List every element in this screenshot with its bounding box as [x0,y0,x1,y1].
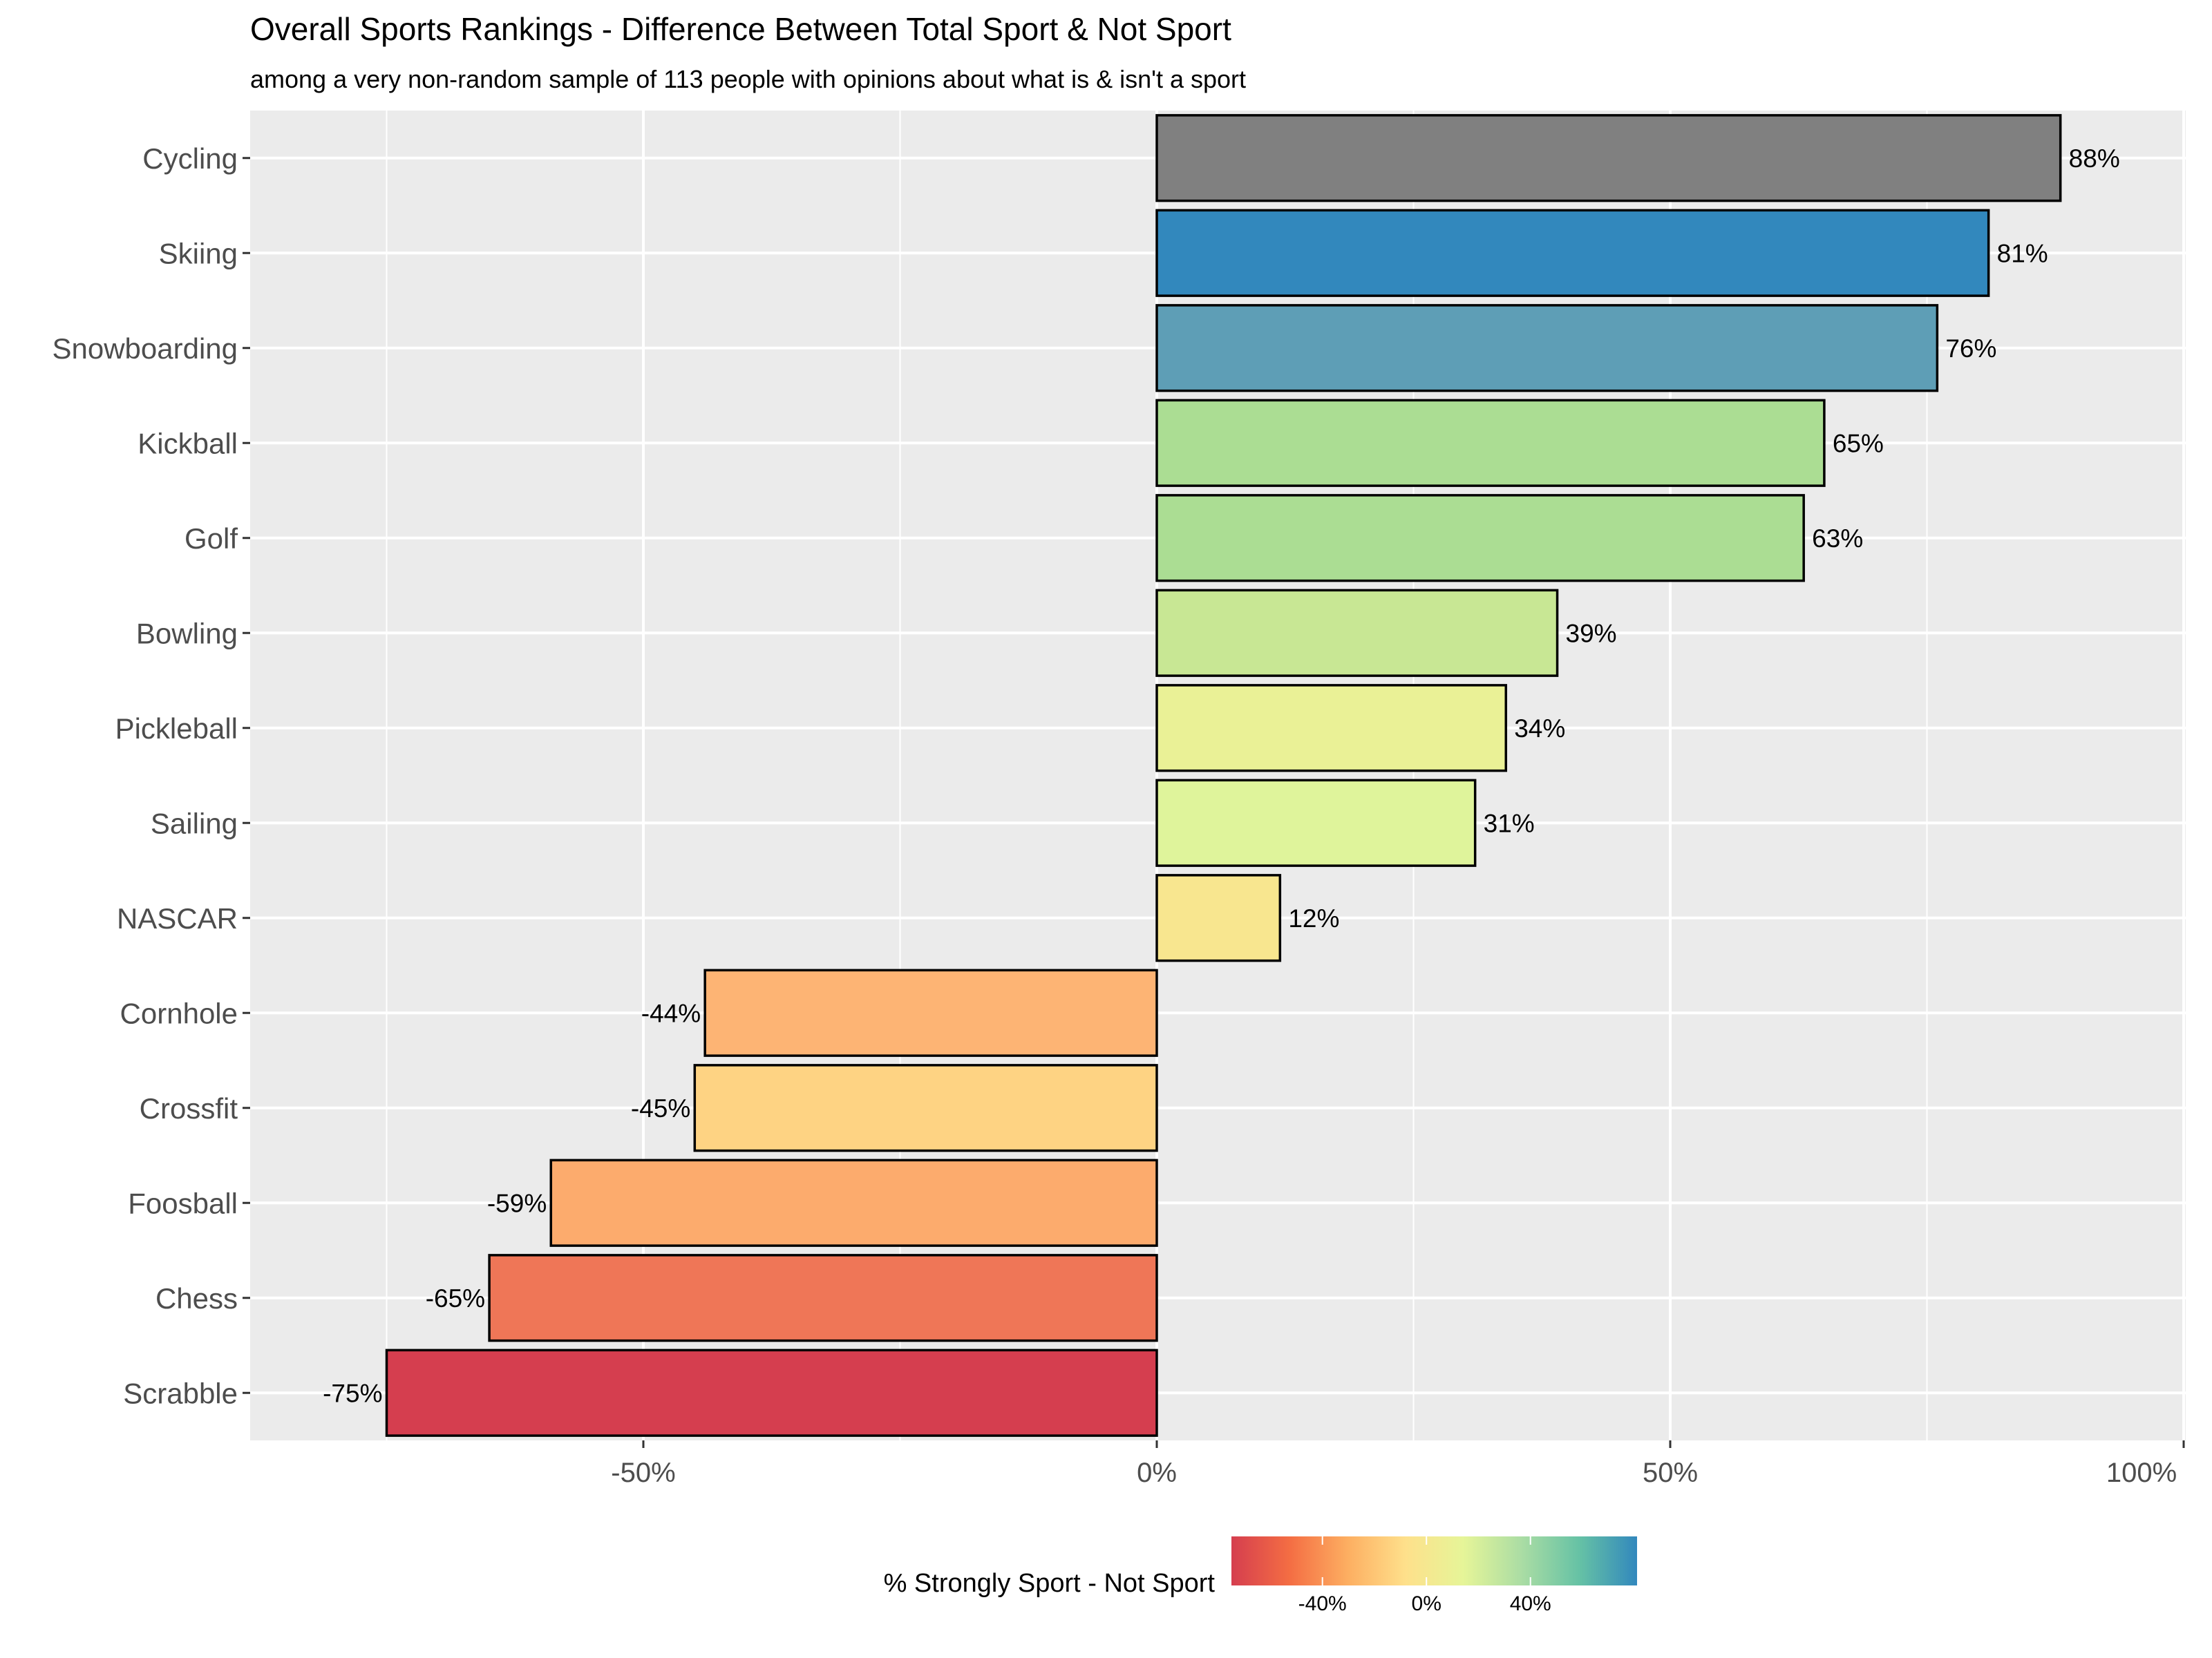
data-labels: 88% 81% 76% 65% 63% 39% 34% 31% 12% -44% -45% -59% -… [323,144,2120,1408]
chart-title: Overall Sports Rankings - Difference Bet… [250,11,1231,47]
bar-scrabble [385,1349,1158,1437]
legend-title: % Strongly Sport - Not Sport [884,1569,1216,1598]
data-label-pickleball: 34% [1514,714,1565,743]
y-axis: Cycling Skiing Snowboarding Kickball Golf Bow… [52,142,250,1409]
category-label-pickleball: Pickleball [115,712,238,745]
x-tick-label: -50% [611,1458,675,1488]
category-label-golf: Golf [185,522,238,555]
bar-snowboarding [1155,304,1939,392]
category-label-bowling: Bowling [136,617,238,649]
data-label-kickball: 65% [1833,429,1884,457]
data-label-nascar: 12% [1288,904,1339,933]
data-label-crossfit: -45% [631,1094,690,1123]
bar-bowling [1155,589,1559,677]
legend-colorbar [1231,1536,1637,1585]
category-label-nascar: NASCAR [117,902,238,935]
category-label-kickball: Kickball [138,427,238,459]
legend-tick-label: 40% [1510,1592,1551,1615]
bar-crossfit [693,1064,1158,1152]
bar-chess [488,1254,1158,1342]
legend-tick-label: 0% [1412,1592,1441,1615]
data-label-snowboarding: 76% [1945,334,1996,363]
bar-cornhole [703,969,1158,1057]
data-label-golf: 63% [1812,524,1863,553]
data-label-bowling: 39% [1566,619,1617,647]
category-label-cycling: Cycling [142,142,238,175]
bar-kickball [1155,399,1826,487]
bar-skiing [1155,209,1990,297]
x-tick-label: 50% [1643,1458,1698,1488]
category-label-foosball: Foosball [128,1187,238,1219]
x-axis: -50% 0% 50% 100% [611,1440,2185,1488]
bar-sailing [1155,779,1477,867]
bar-golf [1155,494,1805,582]
chart-subtitle: among a very non-random sample of 113 pe… [250,65,1246,93]
category-label-sailing: Sailing [151,807,238,839]
legend: % Strongly Sport - Not Sport -40% 0% 40% [884,1536,1637,1615]
category-label-chess: Chess [155,1282,238,1315]
category-label-crossfit: Crossfit [140,1092,238,1125]
data-label-sailing: 31% [1484,809,1535,837]
bar-foosball [549,1159,1158,1247]
data-label-chess: -65% [426,1284,485,1313]
x-tick-label: 100% [2106,1458,2177,1488]
data-label-foosball: -59% [487,1189,547,1217]
data-label-cycling: 88% [2069,144,2120,173]
category-label-skiing: Skiing [159,237,238,269]
category-label-scrabble: Scrabble [123,1377,238,1409]
category-label-cornhole: Cornhole [120,997,238,1029]
bar-pickleball [1155,684,1507,772]
category-label-snowboarding: Snowboarding [52,332,238,365]
bar-nascar [1155,874,1282,962]
data-label-cornhole: -44% [641,999,701,1027]
bars [385,114,2062,1437]
data-label-scrabble: -75% [323,1379,382,1407]
legend-tick-label: -40% [1298,1592,1347,1615]
bar-cycling [1155,114,2062,202]
data-label-skiing: 81% [1997,239,2048,267]
x-tick-label: 0% [1137,1458,1177,1488]
